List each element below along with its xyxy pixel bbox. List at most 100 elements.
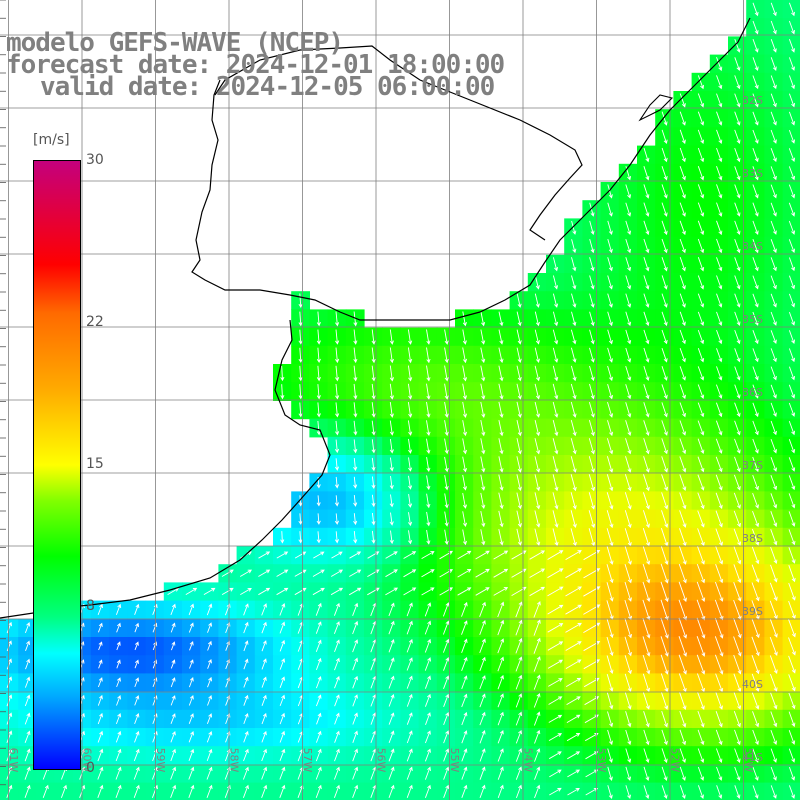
wind-arrow — [207, 622, 213, 633]
wind-arrow — [170, 784, 177, 798]
wind-arrow — [243, 621, 249, 634]
wind-arrow — [407, 365, 413, 382]
wind-arrow — [367, 587, 380, 596]
wind-arrow — [661, 147, 668, 163]
wind-speed-cell — [782, 109, 800, 128]
wind-speed-cell — [782, 455, 800, 474]
latitude-label: 32S — [742, 94, 763, 107]
wind-arrow — [788, 330, 796, 344]
wind-arrow — [462, 420, 468, 437]
wind-arrow — [389, 512, 394, 526]
wind-arrow — [371, 457, 376, 472]
wind-arrow — [335, 365, 340, 382]
wind-arrow — [770, 766, 777, 781]
wind-arrow — [243, 676, 249, 688]
wind-speed-cell — [782, 364, 800, 383]
wind-arrow — [493, 568, 509, 578]
wind-arrow — [697, 420, 705, 436]
wind-arrow — [371, 530, 376, 544]
wind-arrow — [371, 420, 376, 436]
wind-arrow — [206, 603, 213, 616]
wind-arrow — [298, 384, 303, 400]
wind-arrow — [389, 494, 394, 508]
wind-arrow — [697, 402, 705, 418]
wind-arrow — [661, 456, 668, 473]
wind-arrow — [6, 730, 13, 744]
wind-arrow — [547, 604, 564, 615]
wind-arrow — [567, 787, 580, 796]
wind-arrow — [565, 586, 582, 597]
wind-arrow — [516, 492, 522, 510]
wind-arrow — [188, 731, 195, 743]
wind-arrow — [534, 329, 540, 345]
wind-arrow — [734, 348, 741, 363]
wind-arrow — [462, 329, 467, 345]
wind-arrow — [588, 528, 596, 547]
wind-arrow — [751, 655, 760, 675]
wind-arrow — [734, 129, 741, 144]
wind-arrow — [152, 713, 158, 724]
wind-arrow — [642, 510, 650, 529]
wind-arrow — [335, 347, 340, 364]
wind-arrow — [353, 383, 358, 400]
wind-arrow — [734, 166, 741, 181]
wind-arrow — [335, 383, 340, 400]
wind-arrow — [733, 492, 741, 509]
wind-arrow — [461, 638, 468, 653]
wind-arrow — [170, 622, 176, 633]
wind-arrow — [334, 748, 340, 762]
wind-arrow — [733, 636, 742, 657]
wind-arrow — [349, 569, 362, 577]
wind-arrow — [243, 748, 249, 762]
wind-arrow — [679, 257, 686, 272]
wind-arrow — [769, 582, 778, 602]
wind-arrow — [752, 785, 759, 799]
wind-arrow — [497, 711, 504, 726]
wind-arrow — [315, 730, 322, 743]
wind-speed-cell — [782, 0, 800, 19]
wind-speed-cell — [782, 91, 800, 110]
wind-arrow — [567, 751, 581, 760]
wind-arrow — [552, 456, 559, 473]
wind-arrow — [389, 347, 394, 364]
wind-arrow — [479, 784, 486, 799]
wind-arrow — [424, 730, 431, 744]
longitude-label: 55W — [448, 748, 461, 773]
wind-speed-cell — [782, 327, 800, 347]
wind-arrow — [770, 311, 777, 326]
wind-speed-cell — [782, 345, 800, 365]
wind-arrow — [353, 531, 358, 544]
wind-arrow — [733, 546, 742, 565]
wind-arrow — [661, 166, 668, 181]
wind-arrow — [788, 457, 796, 472]
wind-arrow — [462, 383, 468, 400]
wind-arrow — [406, 730, 413, 744]
wind-arrow — [443, 712, 450, 726]
wind-arrow — [606, 673, 614, 692]
wind-vector-field — [6, 2, 796, 800]
wind-arrow — [97, 694, 103, 706]
wind-arrow — [24, 766, 31, 780]
wind-arrow — [207, 659, 212, 669]
latitude-label: 38S — [742, 532, 763, 545]
wind-arrow — [552, 329, 559, 345]
wind-arrow — [697, 456, 705, 473]
wind-arrow — [388, 784, 395, 798]
wind-arrow — [697, 348, 705, 363]
wind-arrow — [642, 636, 651, 657]
wind-arrow — [696, 599, 706, 621]
wind-arrow — [279, 603, 286, 616]
wind-arrow — [480, 401, 486, 419]
wind-arrow — [715, 729, 723, 746]
wind-speed-cell — [782, 709, 800, 729]
wind-arrow — [788, 674, 796, 692]
wind-arrow — [752, 111, 759, 126]
wind-arrow — [770, 166, 777, 181]
wind-arrow — [115, 713, 122, 725]
wind-arrow — [752, 75, 759, 90]
wind-arrow — [134, 659, 139, 669]
wind-arrow — [457, 550, 472, 560]
wind-arrow — [389, 365, 395, 382]
wind-arrow — [716, 275, 723, 290]
wind-arrow — [97, 677, 103, 688]
